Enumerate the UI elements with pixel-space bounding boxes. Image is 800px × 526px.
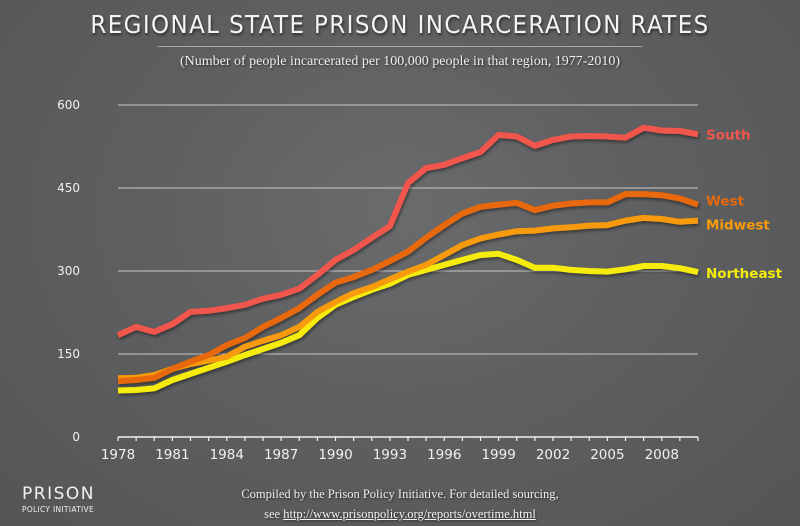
y-tick-label: 300 xyxy=(57,264,80,278)
y-tick-label: 600 xyxy=(57,98,80,112)
chart-title: REGIONAL STATE PRISON INCARCERATION RATE… xyxy=(90,10,710,39)
series-labels: South West Midwest Northeast xyxy=(706,127,783,282)
x-tick-label: 1987 xyxy=(264,447,298,463)
x-tick-label: 2002 xyxy=(536,447,570,463)
series-label-northeast: Northeast xyxy=(706,266,783,282)
y-tick-label: 0 xyxy=(72,430,80,444)
source-link[interactable]: http://www.prisonpolicy.org/reports/over… xyxy=(283,507,536,521)
x-tick-label: 1981 xyxy=(155,447,189,463)
footer-credit: Compiled by the Prison Policy Initiative… xyxy=(241,487,559,501)
x-tick-label: 1978 xyxy=(101,447,135,463)
x-tick-label: 1990 xyxy=(318,447,352,463)
series-label-west: West xyxy=(706,194,745,210)
title-divider xyxy=(158,46,642,47)
x-tick-label: 2008 xyxy=(645,447,679,463)
y-tick-label: 450 xyxy=(57,181,80,195)
gridlines xyxy=(118,104,698,355)
y-tick-label: 150 xyxy=(57,347,80,361)
series-line-west xyxy=(117,191,699,385)
chart-subtitle: (Number of people incarcerated per 100,0… xyxy=(179,54,621,69)
x-tick-label: 1999 xyxy=(481,447,515,463)
series-line-south xyxy=(116,124,699,338)
footer-source: see http://www.prisonpolicy.org/reports/… xyxy=(200,507,600,522)
series-lines xyxy=(116,124,699,394)
logo-policy-initiative: POLICY INITIATIVE xyxy=(22,505,95,514)
logo-prison: PRISON xyxy=(22,484,95,504)
series-line-midwest xyxy=(117,214,699,382)
series-label-south: South xyxy=(706,127,751,143)
x-axis: 1978 1981 1984 1987 1990 1993 1996 1999 2002 2005… xyxy=(101,436,699,463)
x-tick-label: 1993 xyxy=(373,447,407,463)
y-axis: 0 150 300 450 600 xyxy=(57,98,80,444)
series-label-midwest: Midwest xyxy=(706,218,770,234)
x-tick-label: 1996 xyxy=(427,447,461,463)
series-line-northeast xyxy=(117,250,699,394)
footer-source-prefix: see xyxy=(264,507,284,521)
x-tick-label: 1984 xyxy=(210,447,244,463)
x-tick-label: 2005 xyxy=(590,447,624,463)
